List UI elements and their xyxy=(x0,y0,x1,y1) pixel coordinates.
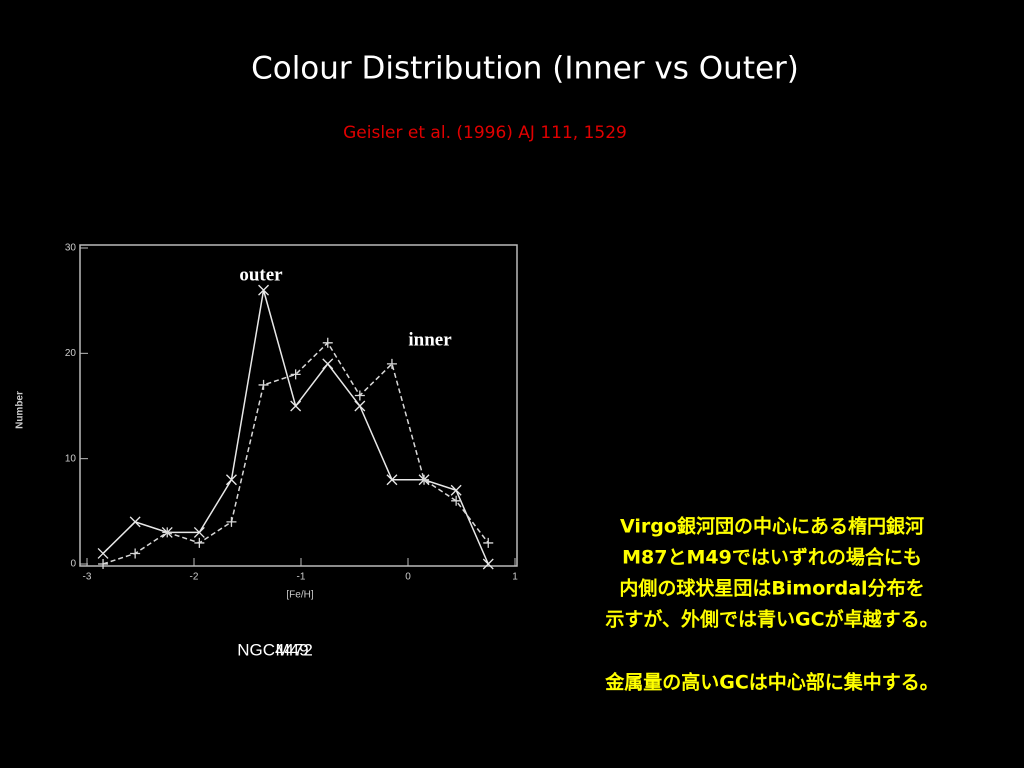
note-line: M87とM49ではいずれの場合にも xyxy=(622,546,922,569)
x-tick-label: 0 xyxy=(405,572,411,583)
y-tick-label: 10 xyxy=(65,453,77,464)
point-marker xyxy=(386,474,398,486)
point-marker xyxy=(482,558,494,570)
slide-title: Colour Distribution (Inner vs Outer) xyxy=(251,51,799,87)
x-tick-label: -2 xyxy=(190,572,199,583)
y-tick-label: 30 xyxy=(65,243,77,254)
point-marker xyxy=(258,379,269,390)
x-tick-label: 1 xyxy=(512,572,518,583)
x-tick-label: -3 xyxy=(83,572,92,583)
galaxy-name: NGC4472 xyxy=(237,640,313,659)
point-marker xyxy=(419,474,430,485)
point-marker xyxy=(97,548,109,559)
annotation: outer xyxy=(239,264,283,285)
note-line: 金属量の高いGCは中心部に集中する。 xyxy=(604,671,939,694)
point-marker xyxy=(194,537,205,548)
point-marker xyxy=(162,527,173,538)
plot-frame xyxy=(79,244,518,567)
galaxy-name: M49 xyxy=(275,640,308,659)
point-marker xyxy=(226,516,237,527)
annotation: inner xyxy=(408,329,452,350)
point-marker xyxy=(386,358,397,369)
y-axis-label: Number xyxy=(15,391,26,429)
point-marker xyxy=(98,559,109,569)
point-marker xyxy=(450,484,462,496)
note-line: 内側の球状星団はBimordal分布を xyxy=(619,577,924,600)
point-marker xyxy=(322,337,333,348)
point-marker xyxy=(451,495,462,506)
x-axis-label: [Fe/H] xyxy=(286,590,313,601)
note-line: Virgo銀河団の中心にある楕円銀河 xyxy=(620,515,924,538)
x-tick-label: -1 xyxy=(297,572,306,583)
point-marker xyxy=(290,369,301,380)
point-marker xyxy=(483,537,494,548)
point-marker xyxy=(225,474,237,486)
point-marker xyxy=(322,358,334,370)
point-marker xyxy=(354,390,365,401)
point-marker xyxy=(129,516,141,528)
note-line: 示すが、外側では青いGCが卓越する。 xyxy=(605,608,938,631)
y-tick-label: 20 xyxy=(65,348,77,359)
y-tick-label: 0 xyxy=(70,559,76,570)
citation: Geisler et al. (1996) AJ 111, 1529 xyxy=(343,123,627,143)
point-marker xyxy=(290,400,302,412)
point-marker xyxy=(130,548,141,559)
point-marker xyxy=(193,526,205,538)
point-marker xyxy=(258,284,270,296)
point-marker xyxy=(354,400,366,412)
